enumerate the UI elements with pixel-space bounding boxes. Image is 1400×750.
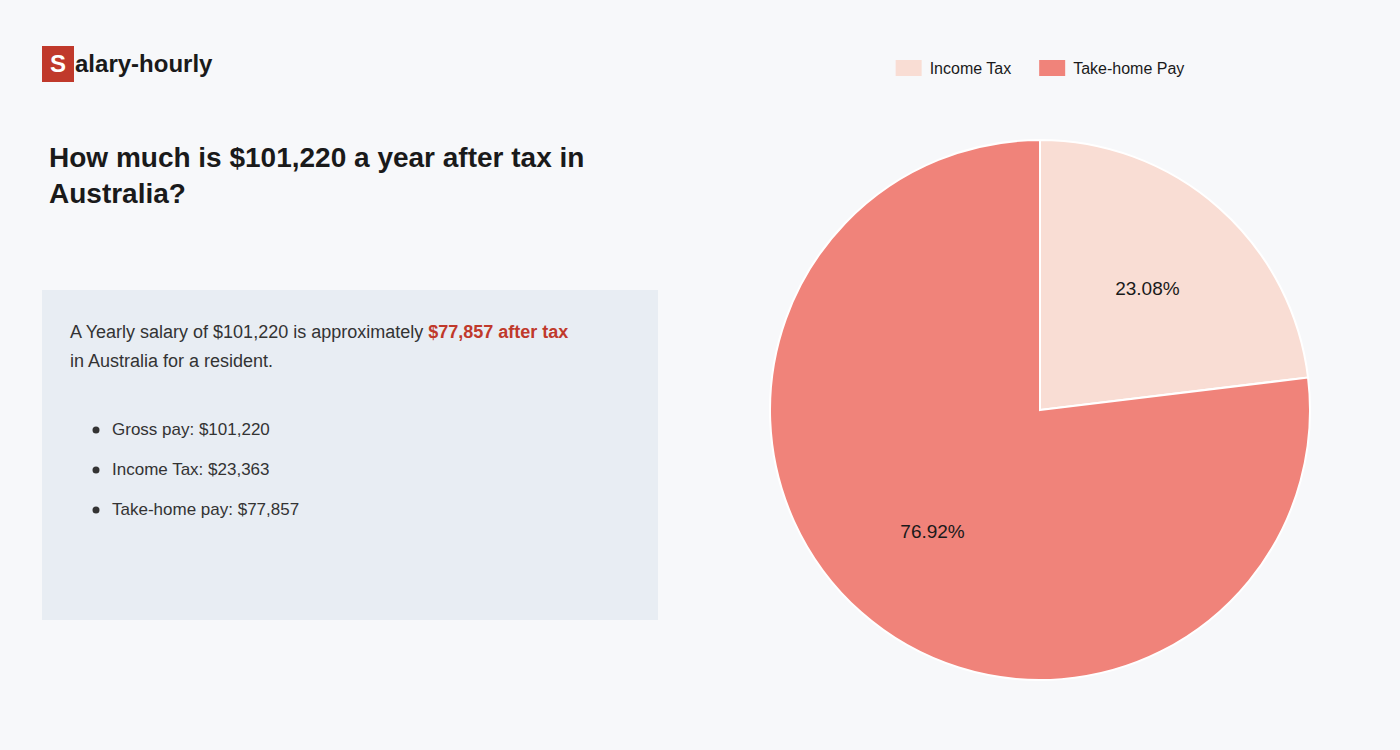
legend: Income Tax Take-home Pay [896,60,1185,77]
legend-label: Take-home Pay [1073,60,1184,77]
bullet-dot [92,506,100,514]
bullet-text: Take-home pay: $77,857 [112,500,299,520]
bullet-dot [92,426,100,434]
data-label: 23.08% [1115,278,1180,299]
info-box: A Yearly salary of $101,220 is approxima… [42,290,658,620]
bullet-item: Income Tax: $23,363 [92,450,630,490]
data-labels: 23.08% 76.92% [900,278,1179,541]
logo-mark: S [42,46,74,82]
bullet-dot-shape [93,466,100,473]
bullet-text: Income Tax: $23,363 [112,460,270,480]
legend-item: Take-home Pay [1039,60,1184,77]
summary: A Yearly salary of $101,220 is approxima… [70,318,630,376]
page: {"chart_data": { "type": "pie", "title":… [0,0,1400,750]
summary-suffix: in Australia for a resident. [70,347,630,376]
pie-slice [770,140,1310,680]
title: How much is $101,220 a year after tax in… [49,140,659,213]
bullet-text: Gross pay: $101,220 [112,420,270,440]
data-label: 76.92% [900,521,965,542]
pie-slices [770,140,1310,680]
text-panel: Salary-hourly How much is $101,220 a year… [0,0,680,750]
bullet-list: Gross pay: $101,220 Income Tax: $23,363 Ta… [70,410,630,530]
legend-item: Income Tax [896,60,1012,77]
summary-prefix: A Yearly salary of $101,220 is approxima… [70,322,428,342]
pie-chart: 23.08% 76.92% Income Tax Take-home Pay [700,0,1400,750]
bullet-dot [92,466,100,474]
bullet-dot-shape [93,506,100,513]
logo-text: alary-hourly [75,50,212,78]
legend-swatch [1039,60,1065,76]
legend-label: Income Tax [930,60,1012,77]
summary-highlight: $77,857 after tax [428,322,568,342]
bullet-item: Take-home pay: $77,857 [92,490,630,530]
pie-slice [1040,140,1308,410]
logo: Salary-hourly [42,46,212,82]
bullet-item: Gross pay: $101,220 [92,410,630,450]
bullet-dot-shape [93,426,100,433]
legend-swatch [896,60,922,76]
